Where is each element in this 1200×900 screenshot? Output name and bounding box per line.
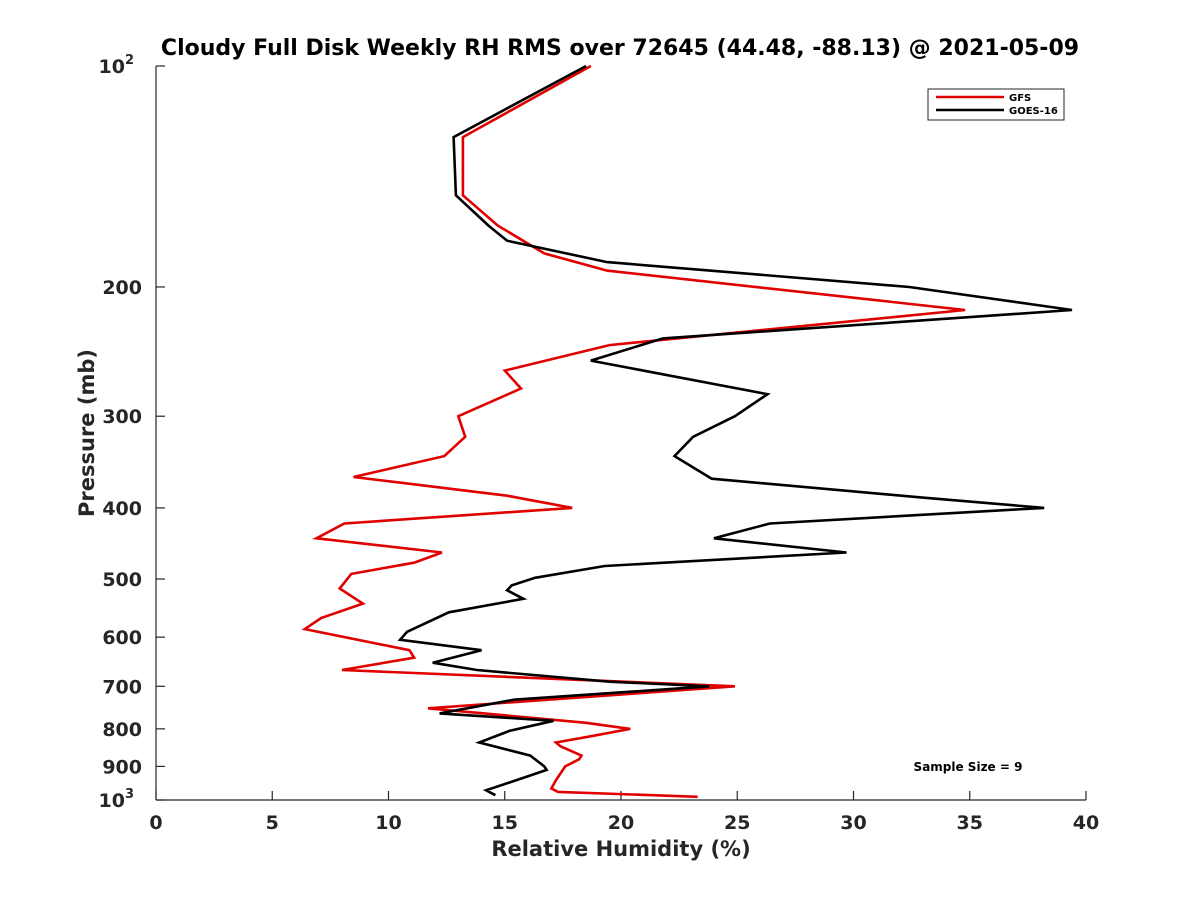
sample-size-annotation: Sample Size = 9: [914, 760, 1023, 774]
x-tick-label: 40: [1073, 812, 1099, 834]
legend: GFS GOES-16: [927, 88, 1065, 121]
y-tick-label: 900: [102, 756, 142, 778]
x-tick-label: 35: [957, 812, 983, 834]
x-tick-label: 10: [375, 812, 401, 834]
x-axis-label: Relative Humidity (%): [491, 837, 750, 861]
y-tick-exponent: 2: [125, 53, 134, 68]
x-tick-label: 0: [149, 812, 162, 834]
legend-box: [927, 88, 1065, 121]
y-tick-label: 800: [102, 719, 142, 741]
y-axis-label: Pressure (mb): [75, 349, 99, 517]
y-tick-exponent: 3: [125, 787, 134, 802]
y-tick-label: 500: [102, 569, 142, 591]
x-tick-label: 5: [266, 812, 279, 834]
series-line-goes16: [397, 64, 1073, 797]
x-tick-label: 20: [608, 812, 634, 834]
y-tick-label: 600: [102, 627, 142, 649]
y-tick-label: 400: [102, 498, 142, 520]
plot-area: [156, 66, 1086, 800]
x-tick-label: 25: [724, 812, 750, 834]
x-tick-label: 15: [492, 812, 518, 834]
x-tick-label: 30: [840, 812, 866, 834]
legend-label-goes16: GOES-16: [1009, 106, 1058, 117]
y-tick-label: 200: [102, 277, 142, 299]
y-tick-label: 300: [102, 406, 142, 428]
chart-title: Cloudy Full Disk Weekly RH RMS over 7264…: [161, 36, 1079, 61]
legend-label-gfs: GFS: [1009, 93, 1031, 104]
y-tick-label: 700: [102, 676, 142, 698]
series-layer: [301, 64, 1073, 799]
axes: 0 5 10 15 20 25 30 35 40102200300400500600700800…: [99, 53, 1100, 834]
